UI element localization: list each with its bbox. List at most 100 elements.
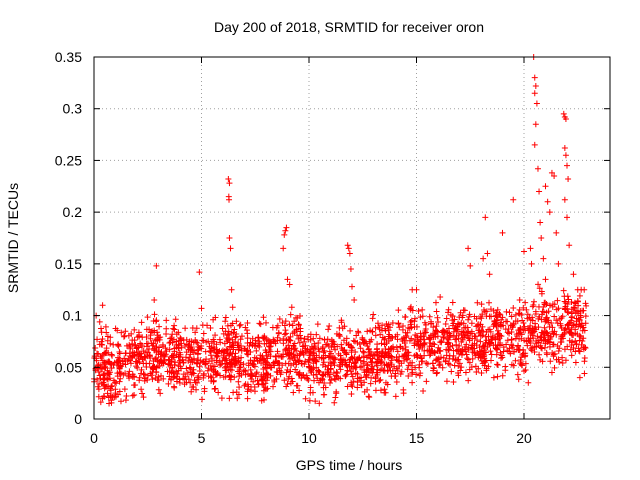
data-point	[99, 351, 106, 358]
data-point	[568, 306, 575, 313]
data-point	[173, 331, 180, 338]
data-point	[430, 340, 437, 347]
data-point	[103, 329, 110, 336]
data-point	[329, 354, 336, 361]
data-point	[487, 306, 494, 313]
data-point	[153, 318, 160, 325]
data-point	[296, 387, 303, 394]
data-point	[399, 353, 406, 360]
data-point	[200, 370, 207, 377]
data-point	[226, 343, 233, 350]
data-point	[357, 345, 364, 352]
data-point	[305, 376, 312, 383]
data-point	[339, 346, 346, 353]
data-point	[199, 337, 206, 344]
data-point	[484, 250, 491, 257]
data-point	[320, 359, 327, 366]
y-tick-label: 0.1	[63, 308, 83, 324]
data-point	[260, 381, 267, 388]
data-point	[348, 381, 355, 388]
data-point	[307, 384, 314, 391]
data-point	[407, 321, 414, 328]
data-point	[554, 343, 561, 350]
data-point	[322, 341, 329, 348]
data-point	[422, 327, 429, 334]
data-point	[508, 336, 515, 343]
data-point	[325, 342, 332, 349]
data-point	[288, 304, 295, 311]
data-point	[152, 337, 159, 344]
data-point	[479, 311, 486, 318]
data-point	[98, 354, 105, 361]
data-point	[287, 368, 294, 375]
data-point	[295, 321, 302, 328]
data-point	[416, 372, 423, 379]
data-point	[469, 335, 476, 342]
data-point	[286, 351, 293, 358]
data-point	[531, 141, 538, 148]
data-point	[121, 355, 128, 362]
data-point	[241, 367, 248, 374]
data-point	[132, 358, 139, 365]
data-point	[364, 328, 371, 335]
data-point	[213, 349, 220, 356]
data-point	[183, 365, 190, 372]
data-point	[367, 327, 374, 334]
data-point	[370, 311, 377, 318]
data-point	[536, 188, 543, 195]
data-point	[121, 332, 128, 339]
data-point	[270, 383, 277, 390]
data-point	[162, 351, 169, 358]
data-point	[421, 352, 428, 359]
data-point	[546, 209, 553, 216]
data-point	[350, 378, 357, 385]
data-point	[420, 333, 427, 340]
data-point	[307, 331, 314, 338]
data-point	[123, 393, 130, 400]
data-point	[381, 352, 388, 359]
data-point	[562, 116, 569, 123]
data-point	[315, 339, 322, 346]
data-point	[293, 326, 300, 333]
data-point	[542, 276, 549, 283]
data-point	[326, 373, 333, 380]
data-point	[320, 384, 327, 391]
data-point	[476, 344, 483, 351]
data-point	[544, 351, 551, 358]
data-point	[388, 357, 395, 364]
data-point	[463, 341, 470, 348]
data-point	[299, 349, 306, 356]
data-point	[224, 322, 231, 329]
data-point	[548, 369, 555, 376]
data-point	[448, 368, 455, 375]
data-point	[582, 313, 589, 320]
data-point	[520, 304, 527, 311]
data-point	[485, 326, 492, 333]
data-point	[296, 332, 303, 339]
data-point	[226, 180, 233, 187]
data-point	[457, 367, 464, 374]
data-point	[524, 311, 531, 318]
data-point	[285, 375, 292, 382]
data-point	[393, 344, 400, 351]
data-point	[374, 369, 381, 376]
data-point	[543, 317, 550, 324]
data-point	[267, 364, 274, 371]
data-point	[529, 344, 536, 351]
data-point	[403, 333, 410, 340]
data-point	[392, 372, 399, 379]
data-point	[445, 306, 452, 313]
data-point	[226, 395, 233, 402]
data-point	[263, 319, 270, 326]
data-point	[474, 299, 481, 306]
data-point	[330, 359, 337, 366]
data-point	[338, 319, 345, 326]
data-point	[345, 245, 352, 252]
data-point	[535, 303, 542, 310]
data-point	[244, 395, 251, 402]
data-point	[313, 331, 320, 338]
data-point	[107, 340, 114, 347]
data-point	[99, 395, 106, 402]
data-point	[456, 342, 463, 349]
data-point	[297, 335, 304, 342]
